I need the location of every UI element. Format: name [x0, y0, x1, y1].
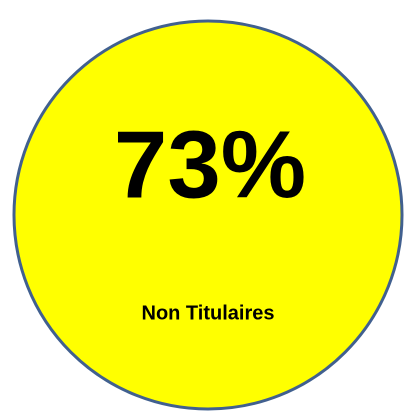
- value-text: 73%: [114, 111, 306, 218]
- yellow-circle: [12, 19, 404, 411]
- label-text: Non Titulaires: [142, 302, 275, 324]
